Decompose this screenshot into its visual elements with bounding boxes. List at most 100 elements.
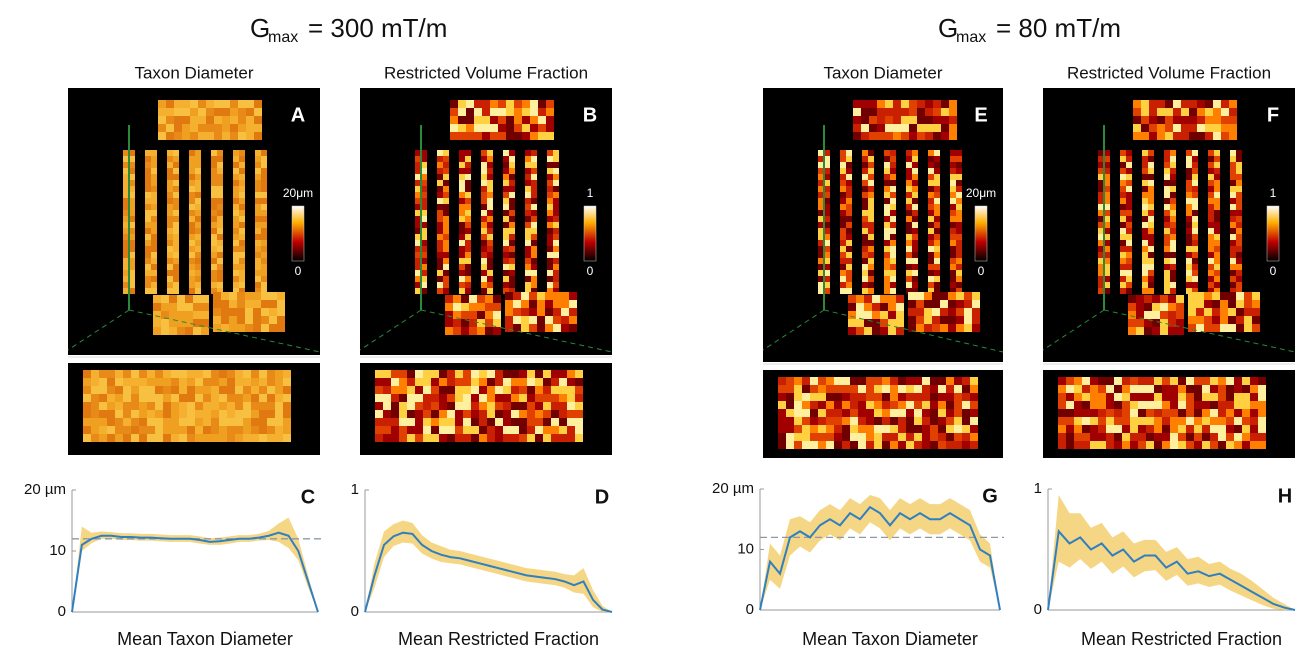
- map-pixel: [115, 402, 123, 410]
- map-pixel: [551, 402, 559, 410]
- map-pixel: [519, 434, 527, 442]
- map-pixel: [1173, 124, 1181, 132]
- map-pixel: [511, 426, 519, 434]
- map-pixel: [187, 378, 195, 386]
- map-pixel: [187, 386, 195, 394]
- map-pixel: [922, 441, 930, 449]
- map-pixel: [1144, 303, 1152, 311]
- map-pixel: [415, 402, 423, 410]
- map-pixel: [219, 394, 227, 402]
- map-pixel: [458, 132, 466, 140]
- map-pixel: [885, 108, 893, 116]
- map-pixel: [1148, 198, 1154, 204]
- map-pixel: [1162, 441, 1170, 449]
- map-pixel: [948, 316, 956, 324]
- map-pixel: [1106, 385, 1114, 393]
- map-pixel: [251, 434, 259, 442]
- map-pixel: [487, 288, 493, 294]
- map-pixel: [407, 378, 415, 386]
- map-pixel: [487, 370, 495, 378]
- map-pixel: [151, 210, 157, 216]
- map-pixel: [1258, 433, 1266, 441]
- map-pixel: [203, 378, 211, 386]
- map-pixel: [255, 180, 261, 186]
- map-pixel: [950, 234, 956, 240]
- map-pixel: [906, 385, 914, 393]
- map-pixel: [487, 386, 495, 394]
- map-pixel: [569, 316, 577, 324]
- map-pixel: [485, 327, 493, 335]
- map-pixel: [1178, 409, 1186, 417]
- map-pixel: [1220, 300, 1228, 308]
- map-pixel: [145, 216, 151, 222]
- map-pixel: [853, 116, 861, 124]
- map-pixel: [481, 228, 487, 234]
- map-pixel: [826, 417, 834, 425]
- map-pixel: [906, 401, 914, 409]
- map-pixel: [251, 386, 259, 394]
- map-pixel: [1230, 228, 1236, 234]
- map-pixel: [1252, 316, 1260, 324]
- map-pixel: [131, 394, 139, 402]
- map-pixel: [893, 116, 901, 124]
- map-pixel: [802, 401, 810, 409]
- map-pixel: [848, 303, 856, 311]
- map-pixel: [840, 252, 846, 258]
- map-pixel: [450, 100, 458, 108]
- map-pixel: [906, 252, 912, 258]
- map-pixel: [461, 295, 469, 303]
- map-pixel: [1106, 409, 1114, 417]
- map-pixel: [182, 108, 190, 116]
- map-pixel: [862, 216, 868, 222]
- map-pixel: [195, 210, 201, 216]
- map-pixel: [1162, 385, 1170, 393]
- map-pixel: [255, 270, 261, 276]
- map-pixel: [487, 222, 493, 228]
- map-pixel: [99, 426, 107, 434]
- map-pixel: [179, 370, 187, 378]
- map-pixel: [525, 156, 531, 162]
- map-pixel: [1208, 186, 1214, 192]
- map-pixel: [930, 433, 938, 441]
- map-pixel: [1214, 162, 1220, 168]
- y-tick-label: 0: [1034, 601, 1042, 618]
- map-pixel: [1146, 417, 1154, 425]
- map-pixel: [862, 150, 868, 156]
- map-pixel: [437, 156, 443, 162]
- map-pixel: [437, 234, 443, 240]
- heading-value: = 300 mT/m: [308, 13, 447, 43]
- map-pixel: [884, 288, 890, 294]
- map-pixel: [213, 300, 221, 308]
- map-pixel: [455, 378, 463, 386]
- map-pixel: [1082, 409, 1090, 417]
- map-pixel: [1154, 441, 1162, 449]
- map-pixel: [465, 168, 471, 174]
- map-pixel: [846, 258, 852, 264]
- map-pixel: [503, 426, 511, 434]
- map-pixel: [906, 216, 912, 222]
- map-pixel: [1090, 409, 1098, 417]
- map-pixel: [1058, 393, 1066, 401]
- map-pixel: [884, 234, 890, 240]
- map-pixel: [1196, 316, 1204, 324]
- map-pixel: [559, 410, 567, 418]
- map-pixel: [229, 300, 237, 308]
- map-pixel: [925, 124, 933, 132]
- map-pixel: [509, 180, 515, 186]
- map-pixel: [177, 303, 185, 311]
- map-pixel: [869, 108, 877, 116]
- map-pixel: [818, 393, 826, 401]
- map-pixel: [890, 198, 896, 204]
- map-pixel: [161, 319, 169, 327]
- x-axis-label: Mean Restricted Fraction: [398, 629, 599, 649]
- map-pixel: [1229, 116, 1237, 124]
- map-pixel: [874, 385, 882, 393]
- map-pixel: [173, 180, 179, 186]
- map-pixel: [214, 116, 222, 124]
- map-pixel: [169, 327, 177, 335]
- map-pixel: [1205, 116, 1213, 124]
- map-pixel: [481, 210, 487, 216]
- map-pixel: [219, 370, 227, 378]
- map-pixel: [1148, 240, 1154, 246]
- map-pixel: [912, 276, 918, 282]
